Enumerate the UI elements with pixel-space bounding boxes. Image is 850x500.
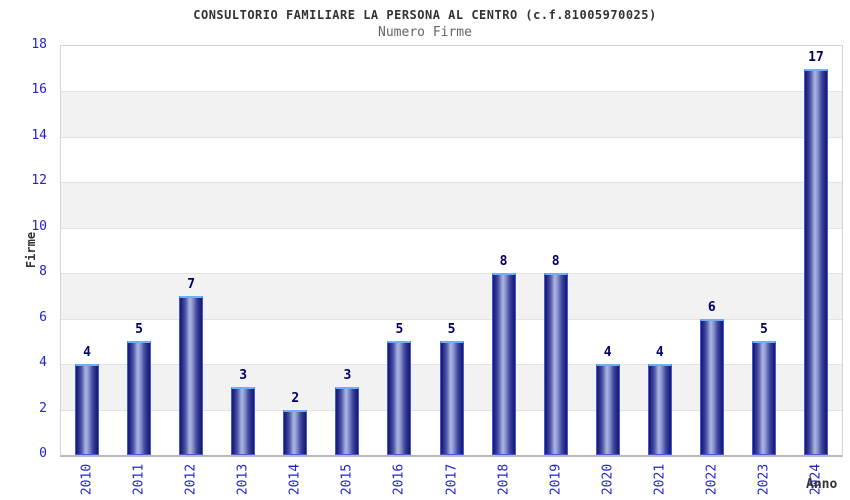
y-tick-label: 6 [39, 309, 47, 325]
bar-value-label: 4 [83, 345, 91, 361]
x-tick-label: 2014 [287, 463, 303, 496]
x-tick-label: 2011 [131, 463, 147, 496]
grid-band [61, 136, 842, 183]
x-tick-label: 2010 [79, 463, 95, 496]
bar [335, 386, 360, 455]
x-tick-label: 2021 [652, 463, 668, 496]
bar-value-label: 4 [603, 345, 612, 361]
bar-value-label: 8 [499, 254, 508, 270]
bar-value-label: 4 [655, 345, 664, 361]
bar-value-label: 8 [551, 254, 560, 270]
bar-value-label: 17 [808, 49, 824, 65]
bar-value-label: 5 [395, 322, 404, 338]
bar [491, 273, 516, 455]
y-tick-label: 12 [31, 173, 47, 189]
bar [387, 341, 412, 455]
x-tick-label: 2020 [600, 463, 616, 496]
y-tick-label: 2 [39, 400, 47, 416]
plot-area: 4 5 7 3 2 3 5 5 8 8 4 4 6 5 17 [60, 45, 843, 457]
y-tick-label: 16 [31, 82, 47, 98]
bar-value-label: 6 [707, 299, 716, 315]
x-tick-label: 2015 [339, 463, 355, 496]
y-axis-title: Firme [24, 231, 38, 269]
bar-value-label: 5 [135, 322, 143, 338]
chart-subtitle: Numero Firme [378, 25, 472, 40]
x-tick-label: 2018 [496, 463, 512, 496]
bar [127, 341, 152, 455]
x-tick-label: 2022 [704, 463, 720, 496]
x-tick-label: 2023 [756, 463, 772, 496]
bar-value-label: 2 [291, 390, 300, 406]
bar [543, 273, 568, 455]
x-tick-label: 2013 [235, 463, 251, 496]
bar [75, 364, 100, 455]
bar [647, 364, 672, 455]
bar [231, 386, 256, 455]
bar-value-label: 5 [447, 322, 456, 338]
grid-band [61, 227, 842, 274]
grid-band [61, 91, 842, 137]
bar [595, 364, 620, 455]
grid-band [61, 46, 842, 92]
y-tick-label: 0 [39, 446, 47, 461]
bar-value-label: 3 [239, 367, 248, 383]
y-tick-label: 4 [39, 355, 47, 371]
y-tick-label: 8 [39, 264, 47, 280]
bar [179, 295, 204, 455]
bar-value-label: 3 [343, 367, 352, 383]
bar-value-label: 7 [187, 276, 196, 292]
x-tick-label: 2012 [183, 463, 199, 496]
bar [803, 68, 828, 455]
y-tick-label: 18 [31, 37, 47, 52]
grid-band [61, 182, 842, 228]
bar-value-label: 5 [759, 322, 768, 338]
bar [751, 341, 776, 455]
x-tick-label: 2016 [391, 463, 407, 496]
bar [283, 409, 308, 455]
bar [439, 341, 464, 455]
x-tick-label: 2019 [548, 463, 564, 496]
y-tick-label: 14 [31, 127, 47, 143]
bar [699, 318, 724, 455]
x-tick-label: 2017 [444, 463, 459, 496]
y-tick-label: 10 [31, 218, 47, 234]
x-axis-title: Anno [806, 477, 838, 492]
chart-title: CONSULTORIO FAMILIARE LA PERSONA AL CENT… [193, 8, 657, 22]
